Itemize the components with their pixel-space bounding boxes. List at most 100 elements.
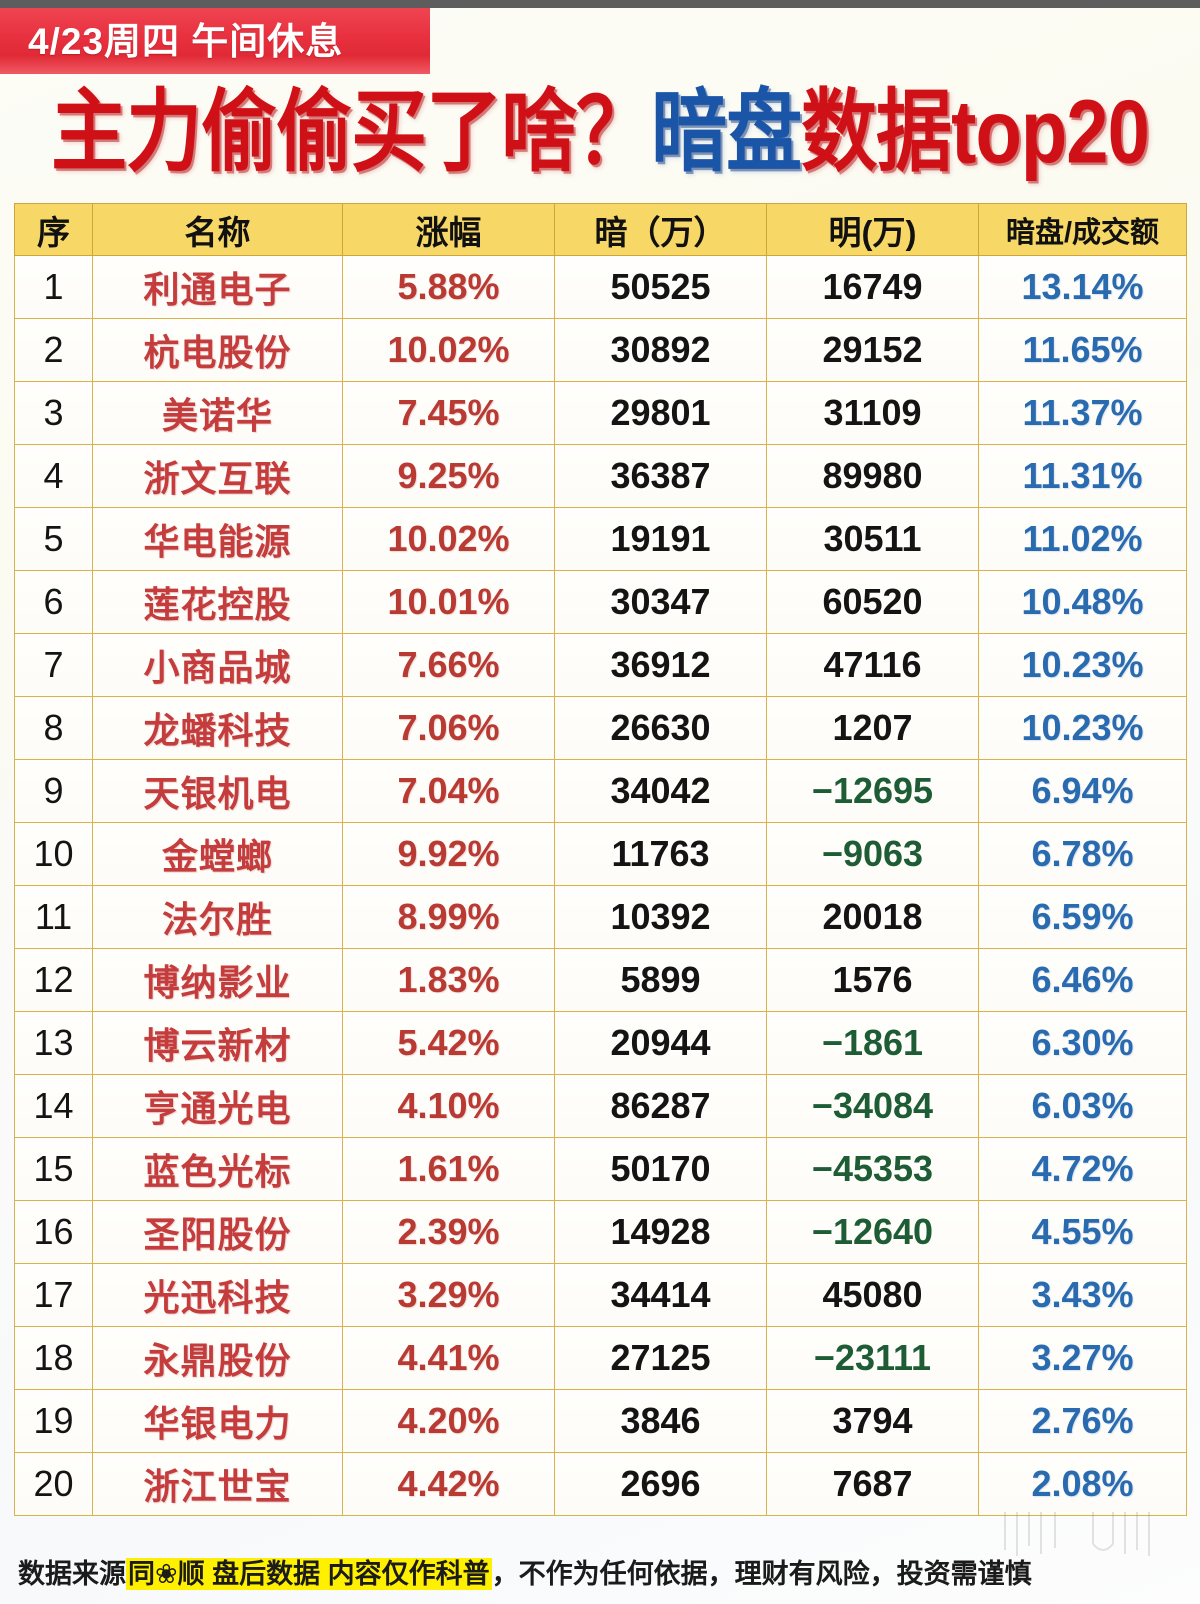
cell-name: 光迅科技	[92, 1263, 343, 1327]
cell-ratio: 6.78%	[978, 822, 1187, 886]
cell-change: 1.61%	[342, 1137, 555, 1201]
cell-index: 8	[14, 696, 93, 760]
table-row: 15 蓝色光标 1.61% 50170 −45353 4.72%	[14, 1137, 1187, 1201]
table-row: 19 华银电力 4.20% 3846 3794 2.76%	[14, 1389, 1187, 1453]
table-row: 13 博云新材 5.42% 20944 −1861 6.30%	[14, 1011, 1187, 1075]
cell-light: −1861	[766, 1011, 979, 1075]
cell-change: 4.10%	[342, 1074, 555, 1138]
cell-ratio: 4.55%	[978, 1200, 1187, 1264]
cell-dark: 2696	[554, 1452, 767, 1516]
cell-change: 4.20%	[342, 1389, 555, 1453]
cell-index: 2	[14, 318, 93, 382]
column-header-change: 涨幅	[342, 203, 555, 256]
cell-change: 3.29%	[342, 1263, 555, 1327]
column-header-dark: 暗（万）	[554, 203, 767, 256]
cell-light: −12640	[766, 1200, 979, 1264]
cell-name: 浙文互联	[92, 444, 343, 508]
cell-index: 19	[14, 1389, 93, 1453]
title-part-dark: 暗盘	[651, 81, 802, 183]
cell-index: 14	[14, 1074, 93, 1138]
cell-dark: 11763	[554, 822, 767, 886]
cell-ratio: 11.02%	[978, 507, 1187, 571]
cell-name: 莲花控股	[92, 570, 343, 634]
cell-index: 18	[14, 1326, 93, 1390]
cell-ratio: 6.94%	[978, 759, 1187, 823]
cell-name: 浙江世宝	[92, 1452, 343, 1516]
cell-dark: 36387	[554, 444, 767, 508]
cell-name: 龙蟠科技	[92, 696, 343, 760]
cell-name: 法尔胜	[92, 885, 343, 949]
footer-risk-note: ，不作为任何依据，理财有风险，投资需谨慎	[491, 1559, 1032, 1589]
table-body: 1 利通电子 5.88% 50525 16749 13.14% 2 杭电股份 10.02% 308…	[14, 255, 1187, 1516]
cell-ratio: 3.27%	[978, 1326, 1187, 1390]
cell-name: 亨通光电	[92, 1074, 343, 1138]
cell-dark: 14928	[554, 1200, 767, 1264]
table-row: 1 利通电子 5.88% 50525 16749 13.14%	[14, 255, 1187, 319]
table-row: 16 圣阳股份 2.39% 14928 −12640 4.55%	[14, 1200, 1187, 1264]
table-row: 12 博纳影业 1.83% 5899 1576 6.46%	[14, 948, 1187, 1012]
cell-index: 15	[14, 1137, 93, 1201]
cell-change: 9.25%	[342, 444, 555, 508]
cell-index: 13	[14, 1011, 93, 1075]
cell-dark: 50170	[554, 1137, 767, 1201]
cell-name: 华银电力	[92, 1389, 343, 1453]
cell-ratio: 11.31%	[978, 444, 1187, 508]
cell-dark: 34414	[554, 1263, 767, 1327]
cell-dark: 34042	[554, 759, 767, 823]
cell-light: 29152	[766, 318, 979, 382]
cell-light: −9063	[766, 822, 979, 886]
cell-ratio: 10.23%	[978, 696, 1187, 760]
cell-dark: 3846	[554, 1389, 767, 1453]
cell-ratio: 2.08%	[978, 1452, 1187, 1516]
cell-index: 12	[14, 948, 93, 1012]
cell-name: 博云新材	[92, 1011, 343, 1075]
cell-change: 7.06%	[342, 696, 555, 760]
cell-light: 31109	[766, 381, 979, 445]
table-row: 7 小商品城 7.66% 36912 47116 10.23%	[14, 633, 1187, 697]
cell-light: 7687	[766, 1452, 979, 1516]
cell-light: 1207	[766, 696, 979, 760]
cell-dark: 10392	[554, 885, 767, 949]
table-row: 5 华电能源 10.02% 19191 30511 11.02%	[14, 507, 1187, 571]
cell-light: 30511	[766, 507, 979, 571]
date-banner: 4/23周四 午间休息	[0, 8, 430, 74]
dark-pool-table-wrapper: 序 名称 涨幅 暗（万） 明(万) 暗盘/成交额 1 利通电子 5.88% 50525…	[14, 203, 1187, 1516]
cell-ratio: 10.48%	[978, 570, 1187, 634]
date-banner-label: 4/23周四 午间休息	[28, 20, 344, 62]
cell-dark: 27125	[554, 1326, 767, 1390]
cell-name: 金螳螂	[92, 822, 343, 886]
column-header-index: 序	[14, 203, 93, 256]
table-row: 20 浙江世宝 4.42% 2696 7687 2.08%	[14, 1452, 1187, 1516]
cell-dark: 86287	[554, 1074, 767, 1138]
cell-name: 圣阳股份	[92, 1200, 343, 1264]
cell-dark: 20944	[554, 1011, 767, 1075]
cell-ratio: 11.65%	[978, 318, 1187, 382]
cell-index: 17	[14, 1263, 93, 1327]
cell-dark: 30892	[554, 318, 767, 382]
cell-change: 7.04%	[342, 759, 555, 823]
cell-ratio: 6.03%	[978, 1074, 1187, 1138]
cell-ratio: 6.46%	[978, 948, 1187, 1012]
column-header-ratio: 暗盘/成交额	[978, 203, 1187, 256]
cell-index: 5	[14, 507, 93, 571]
cell-change: 4.42%	[342, 1452, 555, 1516]
cell-light: −34084	[766, 1074, 979, 1138]
table-row: 11 法尔胜 8.99% 10392 20018 6.59%	[14, 885, 1187, 949]
footer-source-prefix: 数据来源	[18, 1559, 126, 1589]
cell-index: 4	[14, 444, 93, 508]
cell-dark: 36912	[554, 633, 767, 697]
table-row: 3 美诺华 7.45% 29801 31109 11.37%	[14, 381, 1187, 445]
cell-change: 9.92%	[342, 822, 555, 886]
cell-ratio: 4.72%	[978, 1137, 1187, 1201]
cell-index: 20	[14, 1452, 93, 1516]
cell-change: 5.88%	[342, 255, 555, 319]
cell-name: 蓝色光标	[92, 1137, 343, 1201]
cell-light: 89980	[766, 444, 979, 508]
cell-light: 16749	[766, 255, 979, 319]
cell-change: 2.39%	[342, 1200, 555, 1264]
footer-source-highlight: 同❀顺 盘后数据 内容仅作科普	[126, 1558, 492, 1590]
cell-dark: 30347	[554, 570, 767, 634]
cell-index: 11	[14, 885, 93, 949]
cell-ratio: 10.23%	[978, 633, 1187, 697]
page-title: 主力偷偷买了啥？ 暗盘 数据 top20	[0, 80, 1200, 185]
